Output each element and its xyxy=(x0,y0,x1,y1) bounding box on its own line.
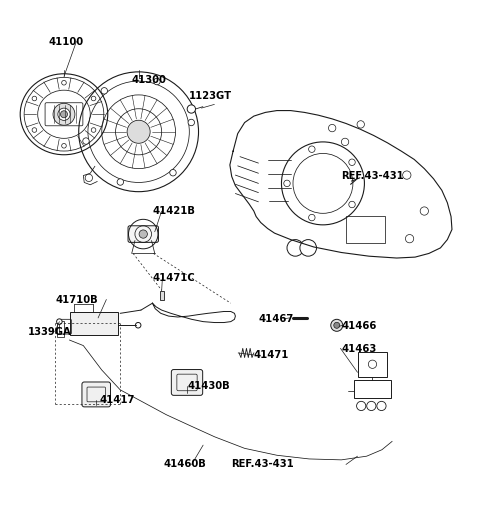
Text: 41471: 41471 xyxy=(254,350,289,360)
Circle shape xyxy=(331,319,343,331)
Text: 41421B: 41421B xyxy=(153,206,195,216)
Text: 41463: 41463 xyxy=(341,344,377,355)
Text: REF.43-431: REF.43-431 xyxy=(341,172,404,181)
Bar xyxy=(57,321,64,337)
Bar xyxy=(160,291,164,300)
Circle shape xyxy=(188,119,194,126)
Circle shape xyxy=(135,323,141,328)
Circle shape xyxy=(357,121,364,128)
Circle shape xyxy=(420,207,429,215)
Text: 41300: 41300 xyxy=(132,75,167,85)
Circle shape xyxy=(139,230,147,238)
Text: 41710B: 41710B xyxy=(56,294,98,305)
Text: 1123GT: 1123GT xyxy=(189,91,232,101)
Circle shape xyxy=(32,128,36,132)
Circle shape xyxy=(349,201,355,208)
Circle shape xyxy=(60,111,68,118)
Circle shape xyxy=(187,105,195,113)
Text: REF.43-431: REF.43-431 xyxy=(231,460,294,470)
Circle shape xyxy=(328,124,336,132)
Circle shape xyxy=(287,239,303,256)
FancyBboxPatch shape xyxy=(171,370,203,395)
Circle shape xyxy=(309,146,315,153)
Circle shape xyxy=(61,80,66,85)
Circle shape xyxy=(32,96,36,101)
Circle shape xyxy=(91,96,96,101)
Circle shape xyxy=(368,360,377,368)
Bar xyxy=(358,351,387,377)
Circle shape xyxy=(117,179,123,185)
Circle shape xyxy=(403,171,411,179)
Circle shape xyxy=(61,143,66,148)
Circle shape xyxy=(341,138,349,145)
Text: 41417: 41417 xyxy=(99,395,135,405)
Text: 41467: 41467 xyxy=(258,314,294,324)
Bar xyxy=(346,216,385,243)
Circle shape xyxy=(154,78,160,85)
Circle shape xyxy=(406,234,414,243)
Circle shape xyxy=(83,138,89,144)
Circle shape xyxy=(300,239,316,256)
FancyBboxPatch shape xyxy=(82,382,110,407)
Circle shape xyxy=(127,120,150,143)
Circle shape xyxy=(101,87,108,94)
Circle shape xyxy=(57,319,62,324)
Text: 41471C: 41471C xyxy=(153,273,195,283)
Text: 41460B: 41460B xyxy=(164,460,207,470)
Circle shape xyxy=(349,159,355,166)
FancyBboxPatch shape xyxy=(128,226,158,242)
Circle shape xyxy=(170,170,176,176)
Text: 41466: 41466 xyxy=(341,321,377,331)
Circle shape xyxy=(284,180,290,187)
Bar xyxy=(70,313,118,334)
Text: 41100: 41100 xyxy=(49,37,84,47)
Circle shape xyxy=(91,128,96,132)
Text: 1339GA: 1339GA xyxy=(28,327,72,337)
Circle shape xyxy=(334,322,340,328)
Circle shape xyxy=(58,108,70,120)
Circle shape xyxy=(309,214,315,221)
Circle shape xyxy=(53,104,75,125)
Text: 41430B: 41430B xyxy=(187,381,229,391)
Bar xyxy=(354,380,391,397)
